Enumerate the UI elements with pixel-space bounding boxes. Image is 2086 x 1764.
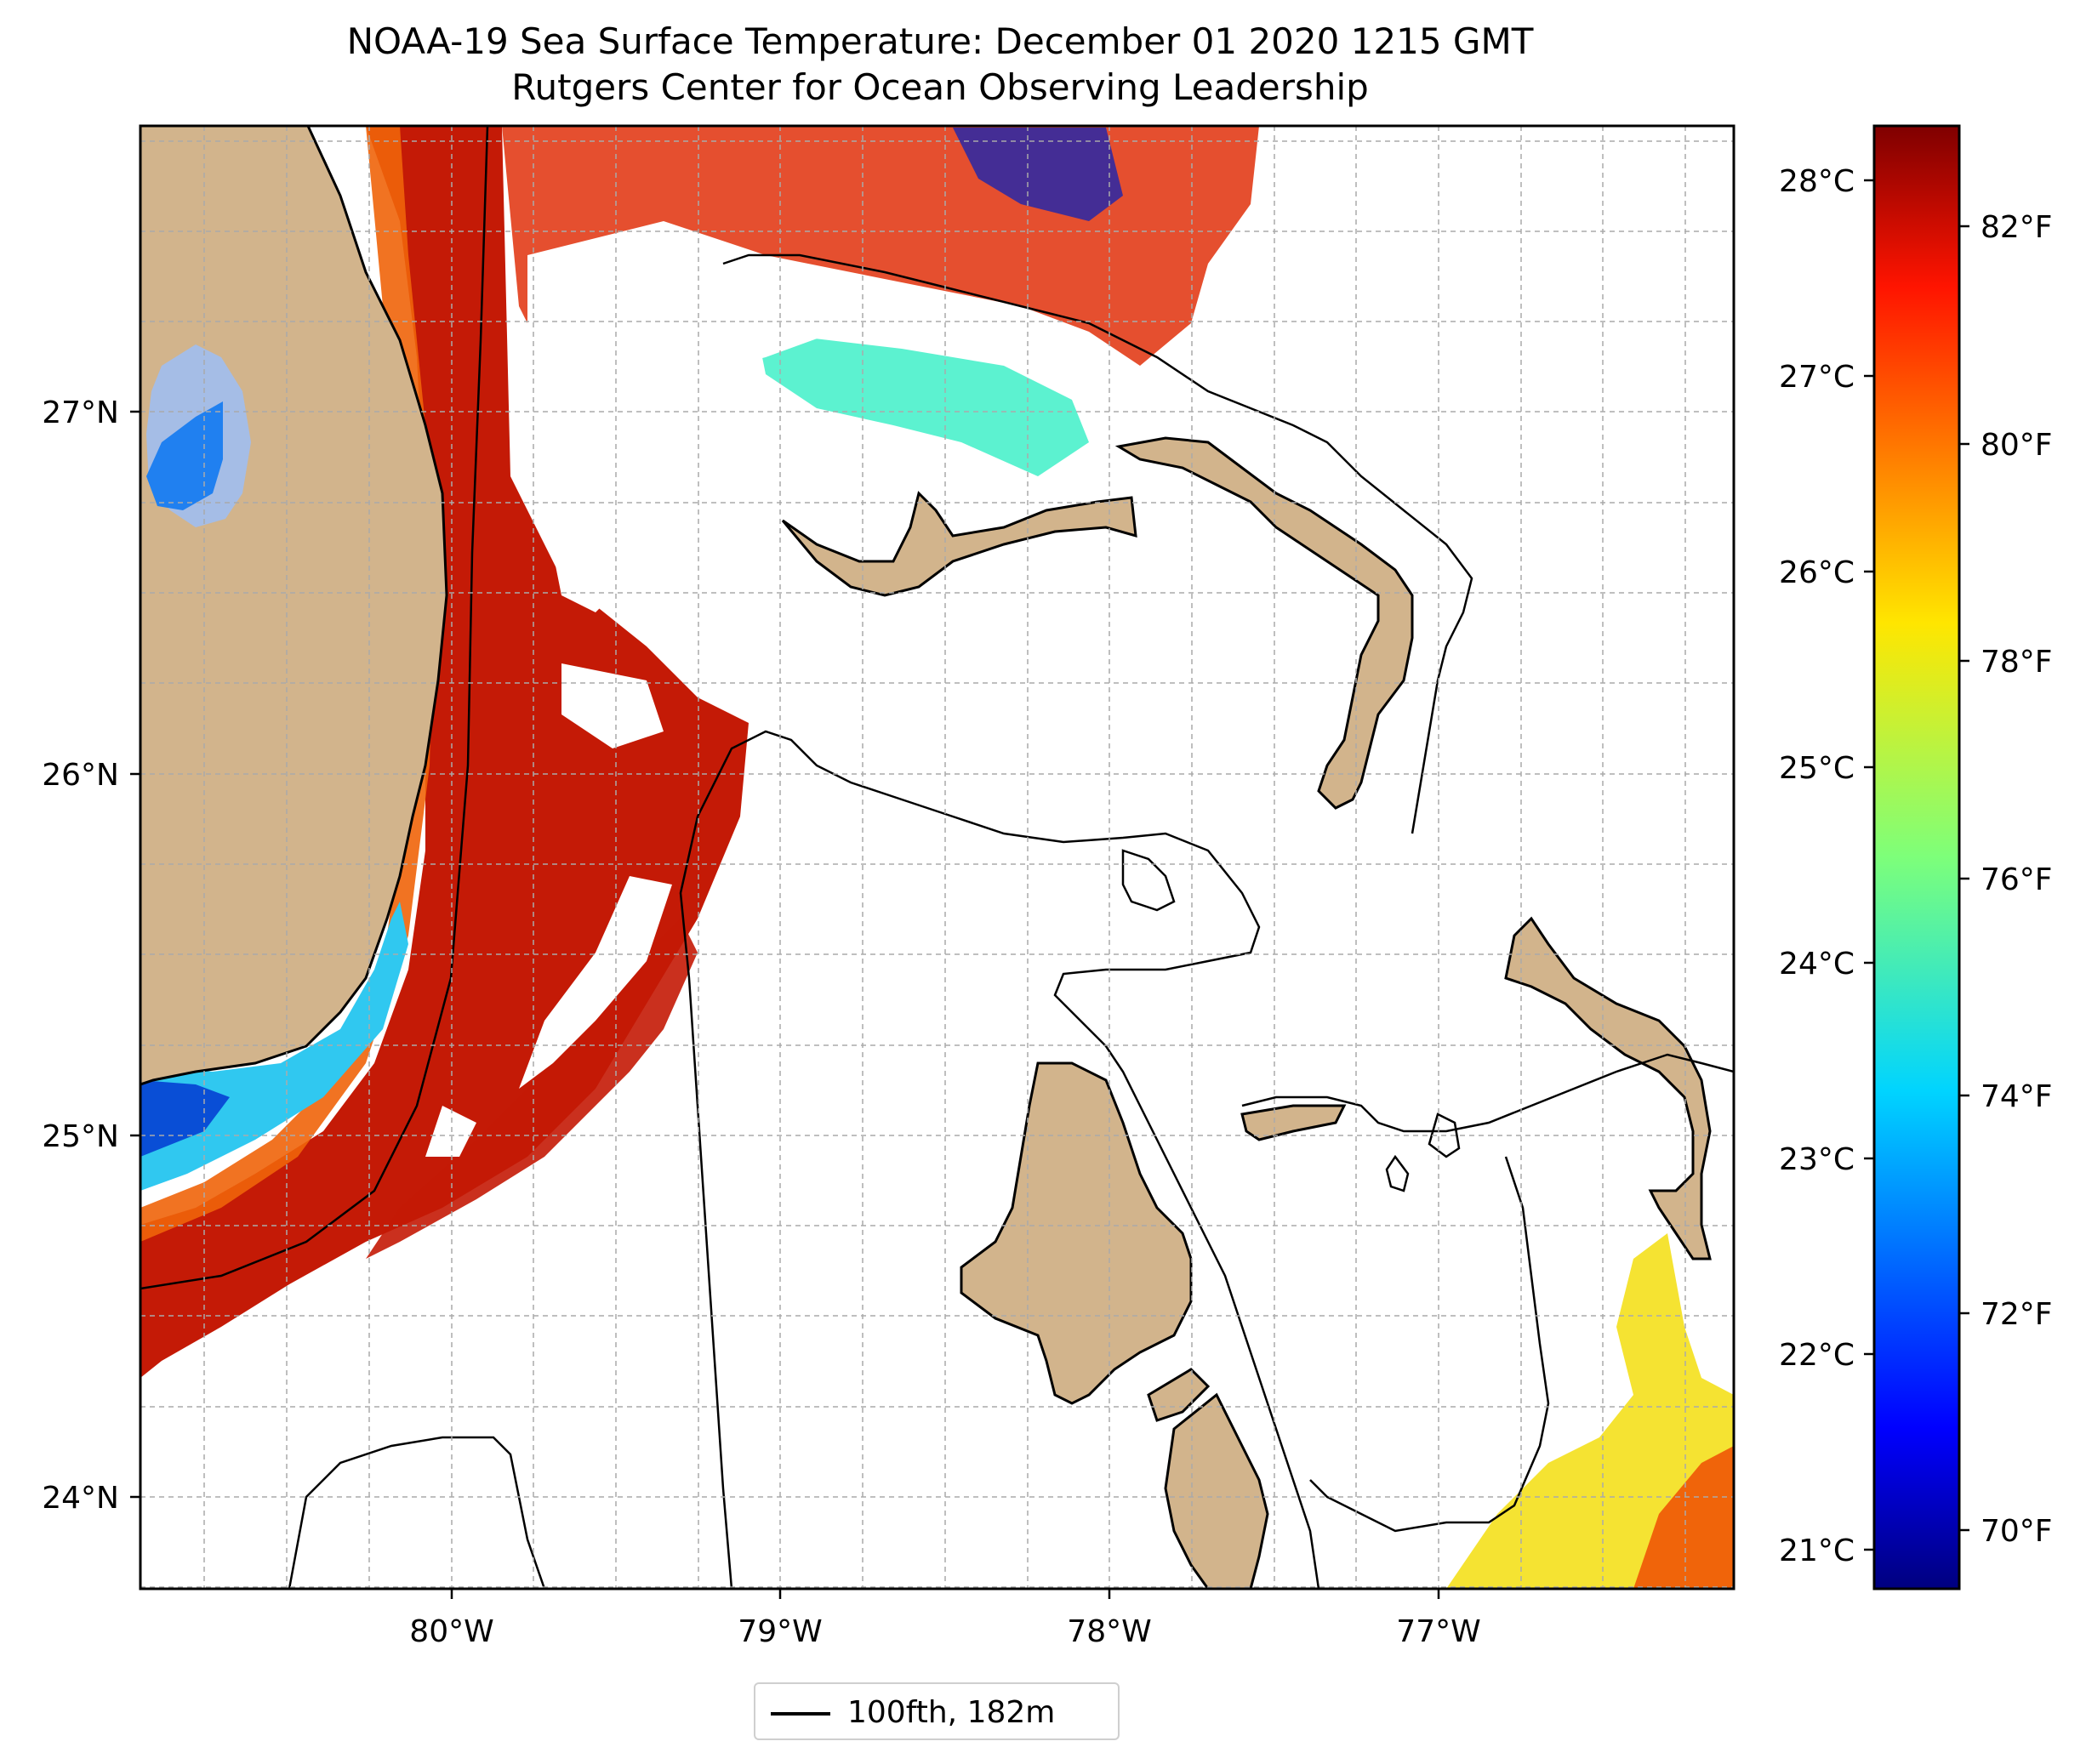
lat-tick-label: 26°N	[42, 758, 119, 793]
sst-southeast-yellow	[1446, 1233, 1734, 1589]
colorbar-celsius-ticks	[1864, 179, 1874, 1551]
sst-southeast-orange	[1633, 1446, 1734, 1589]
sst-north-cold	[953, 128, 1123, 221]
map-panel	[140, 126, 1734, 1589]
colorbar-c-label: 26°C	[1779, 555, 1855, 590]
colorbar-c-label: 28°C	[1779, 164, 1855, 199]
lat-tick-label: 27°N	[42, 395, 119, 430]
colorbar-c-label: 23°C	[1779, 1142, 1855, 1177]
lon-tick-label: 80°W	[409, 1614, 493, 1649]
colorbar-fahrenheit-ticks	[1959, 225, 1969, 1532]
colorbar-f-label: 80°F	[1981, 428, 2053, 463]
colorbar-f-label: 78°F	[1981, 645, 2053, 680]
lat-axis	[130, 410, 140, 1499]
map-subtitle: Rutgers Center for Ocean Observing Leade…	[511, 66, 1369, 108]
gridlines	[140, 126, 1734, 1589]
map-title: NOAA-19 Sea Surface Temperature: Decembe…	[346, 20, 1534, 62]
colorbar-c-label: 22°C	[1779, 1338, 1855, 1373]
colorbar-c-label: 25°C	[1779, 751, 1855, 786]
colorbar-f-label: 72°F	[1981, 1297, 2053, 1332]
sst-north-cool	[757, 332, 1089, 476]
lon-tick-label: 79°W	[738, 1614, 822, 1649]
colorbar-f-label: 82°F	[1981, 210, 2053, 245]
isobath-100fth	[140, 126, 1734, 1589]
lon-tick-label: 78°W	[1067, 1614, 1151, 1649]
lon-axis	[450, 1589, 1440, 1599]
sst-mid-patch	[366, 919, 698, 1259]
colorbar-f-label: 74°F	[1981, 1079, 2053, 1114]
colorbar-f-label: 70°F	[1981, 1514, 2053, 1549]
colorbar-c-label: 21°C	[1779, 1534, 1855, 1568]
legend-line-swatch	[771, 1712, 830, 1716]
colorbar-f-label: 76°F	[1981, 862, 2053, 897]
cloud-gaps	[425, 221, 859, 1157]
sst-gulf-stream-edge	[140, 126, 434, 1242]
colorbar	[1872, 124, 1961, 1590]
sst-florida-bay-cold	[140, 1080, 230, 1157]
lat-tick-label: 24°N	[42, 1481, 119, 1516]
map-frame	[139, 124, 1735, 1590]
colorbar-c-label: 24°C	[1779, 947, 1855, 982]
colorbar-c-label: 27°C	[1779, 360, 1855, 395]
lat-tick-label: 25°N	[42, 1119, 119, 1154]
lon-tick-label: 77°W	[1396, 1614, 1480, 1649]
legend: 100fth, 182m	[754, 1682, 1120, 1740]
legend-label: 100fth, 182m	[847, 1695, 1056, 1730]
